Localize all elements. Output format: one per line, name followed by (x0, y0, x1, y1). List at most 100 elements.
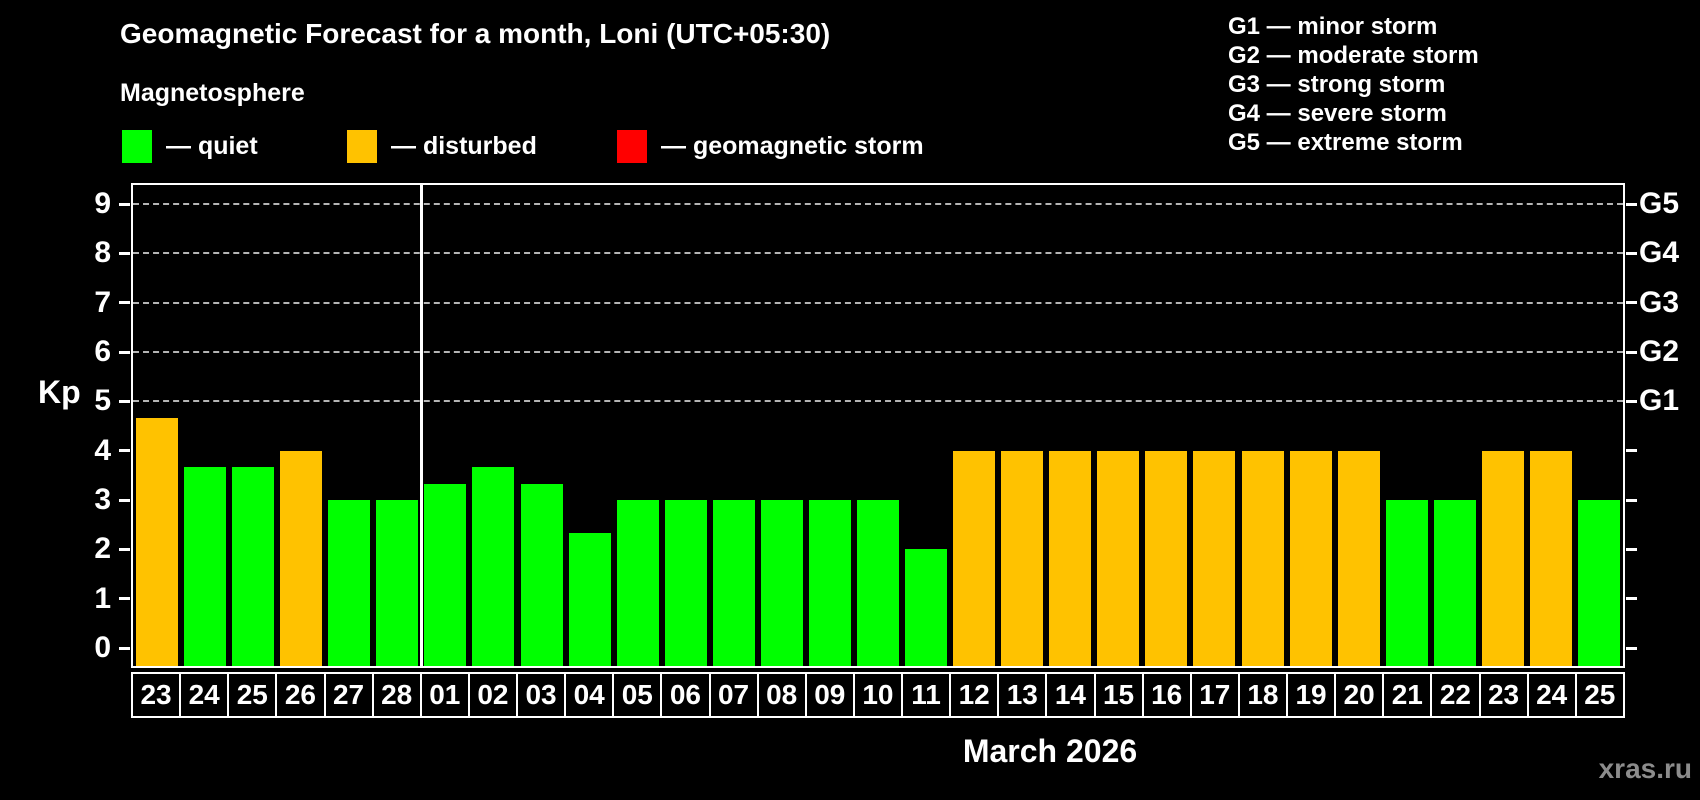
y-tick (119, 202, 130, 206)
y-axis-label: 7 (94, 285, 111, 319)
right-tick (1626, 498, 1637, 502)
day-label: 23 (133, 674, 182, 716)
y-tick (119, 350, 130, 354)
day-label: 03 (518, 674, 567, 716)
legend-label-quiet: — quiet (166, 131, 258, 160)
day-label: 01 (421, 674, 470, 716)
bar-day-07 (712, 500, 755, 666)
right-tick (1626, 399, 1637, 403)
bar-day-15 (1097, 450, 1140, 666)
storm-color-swatch (617, 129, 647, 163)
bar-day-23 (1481, 450, 1524, 666)
day-label: 23 (1480, 674, 1529, 716)
bar-day-14 (1049, 450, 1092, 666)
bar-day-27 (328, 500, 371, 666)
bar-day-08 (760, 500, 803, 666)
gridline-kp7 (133, 301, 1623, 304)
y-tick (119, 498, 130, 502)
day-label: 15 (1095, 674, 1144, 716)
storm-scale-g1: G1 — minor storm (1228, 13, 1438, 40)
bar-day-25 (1577, 500, 1620, 666)
day-label: 22 (1432, 674, 1481, 716)
day-label: 02 (469, 674, 518, 716)
day-label: 17 (1191, 674, 1240, 716)
y-axis-label: 9 (94, 187, 111, 220)
day-label: 09 (806, 674, 855, 716)
y-axis-title: Kp (38, 374, 81, 410)
gridline-kp9 (133, 203, 1623, 205)
day-label: 18 (1239, 674, 1288, 716)
day-label: 12 (951, 674, 1000, 716)
watermark: xras.ru (1598, 753, 1692, 784)
right-tick (1626, 597, 1637, 601)
y-axis-label: 2 (94, 532, 111, 566)
bar-day-09 (808, 500, 851, 666)
y-tick (119, 449, 130, 453)
bar-day-23 (136, 417, 179, 666)
y-axis-label: 6 (94, 335, 111, 368)
y-tick (119, 301, 130, 305)
bar-day-10 (857, 500, 899, 666)
day-label: 24 (1528, 674, 1577, 716)
day-label: 27 (325, 674, 374, 716)
y-axis-label: 3 (94, 483, 111, 516)
bar-day-19 (1289, 450, 1332, 666)
storm-scale-g3: G3 — strong storm (1228, 71, 1446, 98)
legend-item-disturbed: — disturbed (347, 129, 537, 163)
bar-day-06 (664, 500, 707, 666)
day-label: 11 (903, 674, 952, 716)
g-axis-label-g1: G1 (1639, 384, 1680, 418)
bar-day-04 (568, 533, 611, 666)
y-tick (119, 547, 130, 551)
bar-day-16 (1145, 450, 1188, 666)
storm-scale-g5: G5 — extreme storm (1228, 129, 1463, 156)
day-label: 07 (710, 674, 759, 716)
bar-day-17 (1193, 450, 1236, 666)
bar-day-20 (1337, 450, 1380, 666)
day-label: 04 (566, 674, 615, 716)
day-label: 13 (999, 674, 1048, 716)
y-tick (119, 646, 130, 650)
day-label: 05 (614, 674, 663, 716)
bar-day-21 (1385, 500, 1428, 666)
plot-area: 0 1 2 3 4 5 6 7 8 9 G5 G4 G3 G2 G1 (94, 183, 1679, 668)
day-label: 24 (181, 674, 230, 716)
bar-day-02 (472, 466, 515, 666)
bar-day-28 (376, 500, 419, 666)
day-axis: 23 24 25 26 27 28 01 02 03 04 05 06 07 08 09 10 11 12 13 14… (131, 672, 1625, 718)
bar-day-24 (184, 466, 227, 666)
quiet-color-swatch (122, 129, 152, 163)
right-tick (1626, 202, 1637, 206)
bar-day-25 (232, 466, 275, 666)
legend-item-storm: — geomagnetic storm (617, 129, 924, 163)
bar-day-24 (1529, 450, 1572, 666)
bar-day-12 (953, 450, 996, 666)
gridline-kp5 (133, 400, 1623, 403)
y-tick (119, 399, 130, 403)
right-tick (1626, 449, 1637, 453)
storm-scale-g4: G4 — severe storm (1228, 100, 1447, 127)
storm-scale-g2: G2 — moderate storm (1228, 42, 1479, 69)
day-label: 08 (758, 674, 807, 716)
bar-day-22 (1433, 500, 1476, 666)
day-label: 21 (1384, 674, 1433, 716)
day-label: 26 (277, 674, 326, 716)
bar-day-03 (520, 483, 563, 666)
y-axis-label: 0 (94, 631, 111, 664)
day-label: 28 (373, 674, 422, 716)
day-label: 25 (229, 674, 278, 716)
day-label: 19 (1288, 674, 1337, 716)
chart-title: Geomagnetic Forecast for a month, Loni (… (120, 18, 831, 49)
g-axis-label-g5: G5 (1639, 187, 1680, 220)
bar-day-01 (424, 483, 467, 666)
g-axis-label-g4: G4 (1639, 236, 1680, 270)
y-tick (119, 251, 130, 255)
right-tick (1626, 646, 1637, 650)
day-label: 06 (662, 674, 711, 716)
day-label: 25 (1576, 674, 1623, 716)
legend-label-disturbed: — disturbed (391, 131, 537, 160)
right-tick (1626, 301, 1637, 305)
bar-day-18 (1241, 450, 1284, 666)
y-tick (119, 597, 130, 601)
day-label: 14 (1047, 674, 1096, 716)
